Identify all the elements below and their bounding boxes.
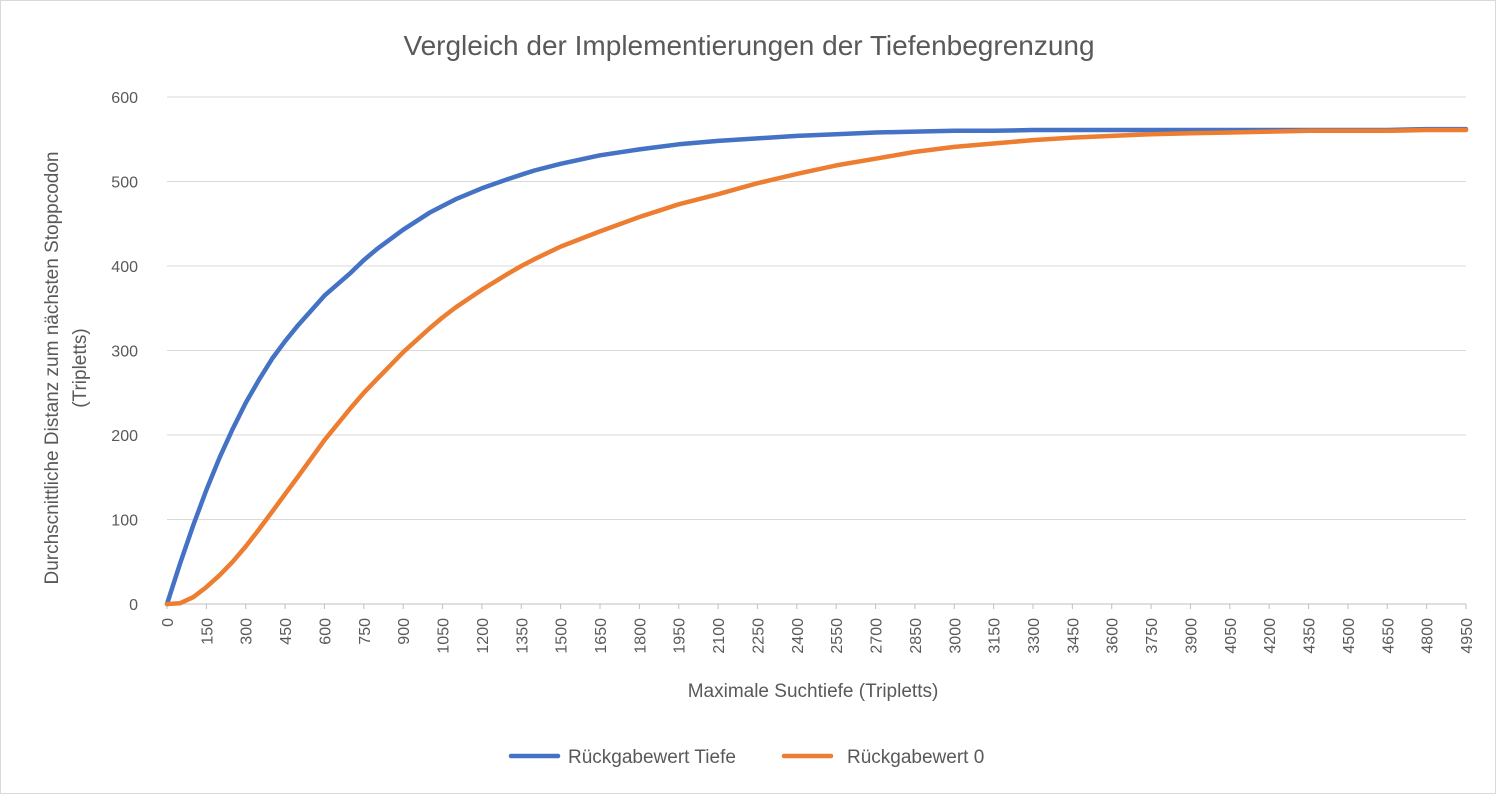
- x-tick-label: 3300: [1026, 618, 1043, 654]
- y-tick-label: 500: [111, 175, 138, 192]
- x-axis-label: Maximale Suchtiefe (Tripletts): [688, 681, 939, 702]
- y-axis-label-line-1: Durchscnittliche Distanz zum nächsten St…: [42, 151, 63, 584]
- x-tick-label: 0: [160, 618, 177, 627]
- x-tick-label: 450: [278, 618, 295, 645]
- series-line-1: [164, 126, 1469, 607]
- x-tick-label: 1800: [632, 618, 649, 654]
- x-tick-label: 4200: [1262, 618, 1279, 654]
- x-tick-label: 4950: [1459, 618, 1476, 654]
- series-lines: [164, 126, 1469, 607]
- x-tick-label: 150: [199, 618, 216, 645]
- x-tick-label: 2100: [711, 618, 728, 654]
- x-tick-label: 2550: [829, 618, 846, 654]
- x-tick-label: 4500: [1341, 618, 1358, 654]
- x-tick-label: 2400: [790, 618, 807, 654]
- x-tick-label: 3450: [1065, 618, 1082, 654]
- x-tick-label: 900: [396, 618, 413, 645]
- x-tick-label: 4650: [1380, 618, 1397, 654]
- x-tick-label: 4350: [1302, 618, 1319, 654]
- x-tick-label: 1050: [436, 618, 453, 654]
- legend-label-2: Rückgabewert 0: [847, 747, 984, 768]
- x-tick-label: 3000: [947, 618, 964, 654]
- x-tick-label: 1650: [593, 618, 610, 654]
- x-tick-label: 750: [357, 618, 374, 645]
- x-tick-label: 2850: [908, 618, 925, 654]
- x-tick-label: 600: [317, 618, 334, 645]
- x-tick-label: 1350: [514, 618, 531, 654]
- chart-title: Vergleich der Implementierungen der Tief…: [403, 30, 1094, 61]
- y-axis-label-line-2: (Tripletts): [70, 328, 91, 408]
- y-tick-label: 200: [111, 428, 138, 445]
- x-axis-ticks: 0 150 300 450 600 750 900 1050 1200 1350 1500 1650 1…: [160, 604, 1476, 654]
- y-tick-label: 600: [111, 90, 138, 107]
- x-tick-label: 3600: [1105, 618, 1122, 654]
- x-tick-label: 1200: [475, 618, 492, 654]
- series-line-2: [164, 127, 1469, 607]
- legend-label-1: Rückgabewert Tiefe: [568, 747, 736, 768]
- x-tick-label: 2700: [869, 618, 886, 654]
- gridlines: [167, 96, 1466, 605]
- x-tick-label: 1500: [554, 618, 571, 654]
- x-tick-label: 3900: [1183, 618, 1200, 654]
- y-tick-label: 300: [111, 344, 138, 361]
- legend: Rückgabewert Tiefe Rückgabewert 0: [508, 747, 984, 768]
- y-axis-ticks: 0 100 200 300 400 500 600: [111, 90, 138, 614]
- y-tick-label: 100: [111, 513, 138, 530]
- y-tick-label: 400: [111, 259, 138, 276]
- y-axis-label: Durchscnittliche Distanz zum nächsten St…: [42, 151, 91, 584]
- x-tick-label: 4800: [1420, 618, 1437, 654]
- x-tick-label: 3150: [987, 618, 1004, 654]
- x-tick-label: 300: [239, 618, 256, 645]
- x-tick-label: 2250: [750, 618, 767, 654]
- y-tick-label: 0: [129, 597, 138, 614]
- x-tick-label: 4050: [1223, 618, 1240, 654]
- x-tick-label: 3750: [1144, 618, 1161, 654]
- x-tick-label: 1950: [672, 618, 689, 654]
